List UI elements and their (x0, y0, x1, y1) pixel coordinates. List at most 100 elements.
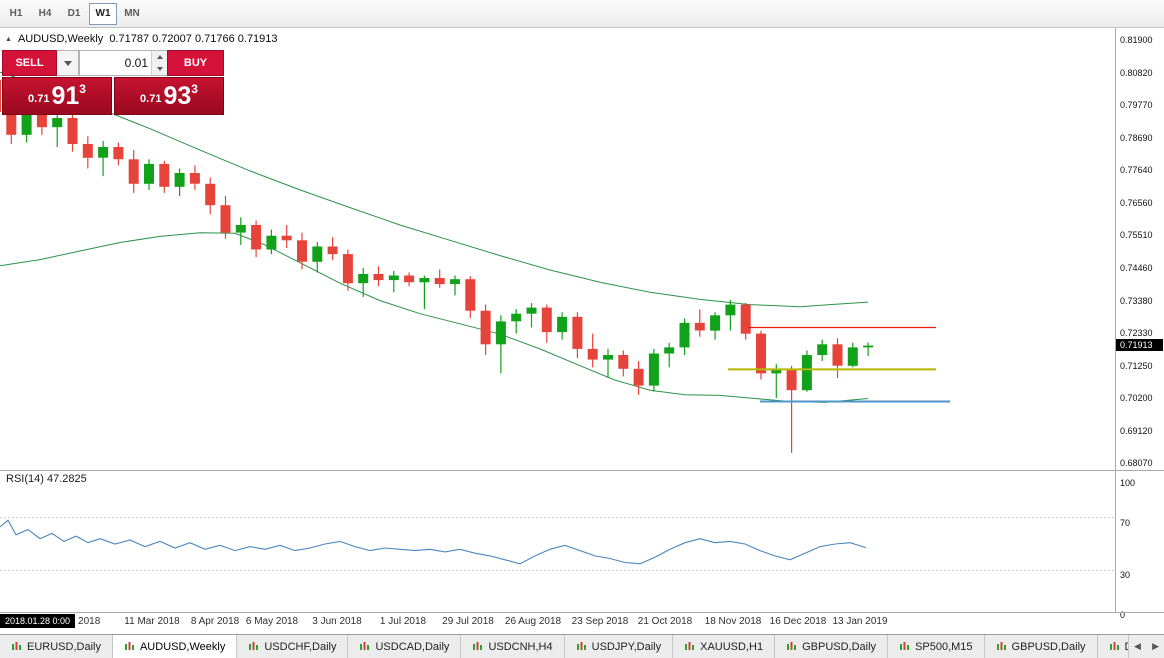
tab-scroll-arrows: ◀ ▶ (1128, 635, 1164, 658)
chart-tab-label: DJ30,H4 (1125, 641, 1128, 653)
chart-icon (576, 642, 586, 650)
chart-title: ▲ AUDUSD,Weekly 0.71787 0.72007 0.71766 … (5, 33, 278, 45)
timeframe-button-h4[interactable]: H4 (38, 8, 52, 19)
date-axis-label: 29 Jul 2018 (442, 616, 494, 627)
timeframe-button-h1[interactable]: H1 (9, 8, 23, 19)
chart-tab-gbpusd-daily[interactable]: GBPUSD,Daily (775, 635, 889, 658)
rsi-axis-label: 100 (1120, 478, 1136, 488)
chart-tab-label: GBPUSD,Daily (802, 640, 877, 653)
chart-tab-usdjpy-daily[interactable]: USDJPY,Daily (564, 635, 674, 658)
chart-tab-label: EURUSD,Daily (27, 640, 101, 653)
date-axis-label: 8 Apr 2018 (190, 616, 240, 627)
chart-symbol-label: AUDUSD,Weekly (17, 33, 104, 45)
price-axis-label: 0.76560 (1120, 198, 1153, 208)
candle (786, 365, 797, 453)
price-axis-label: 0.72330 (1120, 328, 1153, 338)
candle (388, 270, 399, 293)
candle (0, 79, 1, 112)
candle (465, 276, 476, 319)
buy-button[interactable]: BUY (167, 50, 224, 76)
candle (297, 232, 307, 270)
trade-panel-prices: 0.71 91 3 0.71 93 3 (2, 77, 224, 115)
chart-icon (787, 642, 797, 650)
candle (572, 312, 583, 359)
price-axis-label: 0.69120 (1120, 426, 1153, 436)
candle (82, 136, 93, 169)
chart-icon (900, 642, 910, 650)
candle (159, 160, 170, 193)
tab-scroll-left-button[interactable]: ◀ (1134, 641, 1141, 651)
candle (832, 338, 843, 378)
sell-price-pip: 3 (79, 82, 86, 96)
candle (863, 342, 874, 356)
candle (358, 267, 369, 297)
candle (404, 272, 415, 287)
chart-tab-sp500-m15[interactable]: SP500,M15 (888, 635, 985, 658)
candle (113, 142, 124, 166)
date-axis-label: 3 Jun 2018 (312, 616, 362, 627)
chart-tab-usdchf-daily[interactable]: USDCHF,Daily (237, 635, 349, 658)
price-axis-label: 0.70200 (1120, 393, 1153, 403)
candle (52, 113, 63, 147)
tab-scroll-right-button[interactable]: ▶ (1152, 641, 1159, 651)
candle (740, 303, 751, 340)
sell-button[interactable]: SELL (2, 50, 57, 76)
price-chart-canvas[interactable] (0, 28, 1116, 470)
date-axis-label: 18 Nov 2018 (704, 616, 762, 627)
sell-price-prefix: 0.71 (28, 93, 50, 105)
buy-price-display[interactable]: 0.71 93 3 (114, 77, 224, 115)
candle (557, 312, 568, 340)
timeframe-button-w1[interactable]: W1 (89, 2, 117, 25)
volume-box (79, 50, 167, 76)
axis-separator (1115, 28, 1116, 613)
candle (541, 304, 552, 343)
chart-tab-audusd-weekly[interactable]: AUDUSD,Weekly (112, 635, 238, 658)
panel-divider[interactable] (0, 470, 1164, 471)
spinner-down-button[interactable] (152, 63, 167, 75)
candle (847, 342, 858, 368)
date-axis-label: 13 Jan 2019 (832, 616, 888, 627)
chart-marker-icon: ▲ (5, 35, 12, 43)
chart-tab-dj30-h4[interactable]: DJ30,H4 (1097, 635, 1128, 658)
chevron-down-icon (156, 67, 163, 71)
candle (801, 350, 812, 392)
candle (189, 165, 200, 190)
rsi-axis-label: 0 (1120, 610, 1126, 620)
candle (327, 237, 338, 261)
chart-tab-usdcnh-h4[interactable]: USDCNH,H4 (461, 635, 565, 658)
timeframe-button-mn[interactable]: MN (124, 8, 140, 19)
price-axis-label: 0.78690 (1120, 133, 1153, 143)
candle (67, 114, 78, 152)
chart-tab-xauusd-h1[interactable]: XAUUSD,H1 (673, 635, 776, 658)
date-badge: 2018.01.28 0:00 (0, 614, 76, 628)
candle (128, 150, 139, 193)
chart-tab-eurusd-daily[interactable]: EURUSD,Daily (0, 635, 113, 658)
bollinger-lower-band (0, 232, 869, 403)
candle (756, 330, 766, 380)
date-axis-label: 11 Mar 2018 (124, 616, 180, 627)
candle (251, 220, 262, 258)
chart-tab-gbpusd-daily[interactable]: GBPUSD,Daily (984, 635, 1098, 658)
rsi-indicator-label: RSI(14) 47.2825 (6, 473, 87, 485)
volume-dropdown-button[interactable] (57, 50, 79, 76)
date-axis-label: 23 Sep 2018 (571, 616, 629, 627)
timeframe-button-d1[interactable]: D1 (67, 8, 81, 19)
chart-tab-label: SP500,M15 (915, 640, 973, 653)
chart-tab-usdcad-daily[interactable]: USDCAD,Daily (348, 635, 462, 658)
rsi-canvas[interactable] (0, 470, 1116, 612)
buy-price-prefix: 0.71 (140, 93, 162, 105)
candle (526, 303, 537, 328)
candle (480, 304, 491, 355)
volume-spinner (151, 51, 167, 75)
candle (710, 312, 721, 340)
candle (373, 266, 384, 287)
chart-tab-label: GBPUSD,Daily (1011, 640, 1086, 653)
sell-price-display[interactable]: 0.71 91 3 (2, 77, 112, 115)
spinner-up-button[interactable] (152, 51, 167, 63)
candle (725, 300, 736, 331)
price-axis-label: 0.74460 (1120, 263, 1153, 273)
volume-input[interactable] (80, 51, 151, 75)
buy-price-big: 93 (163, 81, 192, 110)
chart-tab-label: XAUUSD,H1 (700, 640, 764, 653)
